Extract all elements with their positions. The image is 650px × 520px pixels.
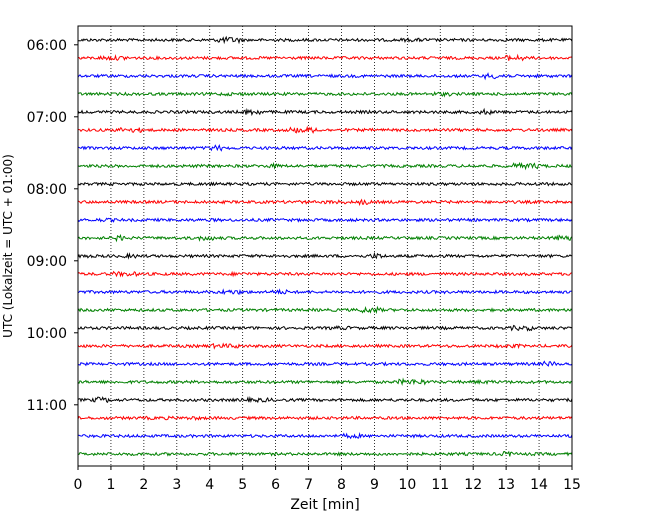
x-tick-label: 10 (398, 477, 416, 493)
x-tick-label: 7 (304, 477, 313, 493)
trace-0826 (77, 217, 573, 223)
y-axis-label: UTC (Lokalzeit = UTC + 01:00) (1, 154, 15, 338)
y-tick-label: 09:00 (27, 254, 67, 270)
trace-0856 (77, 251, 573, 260)
trace-0626 (77, 72, 573, 81)
trace-0941 (77, 305, 573, 315)
x-tick-label: 6 (271, 477, 280, 493)
trace-0726 (77, 144, 573, 152)
trace-1126 (77, 431, 573, 440)
x-tick-label: 14 (530, 477, 548, 493)
x-tick-label: 5 (238, 477, 247, 493)
x-tick-label: 12 (464, 477, 482, 493)
trace-0811 (77, 198, 573, 207)
trace-0756 (77, 181, 573, 187)
x-tick-label: 13 (497, 477, 515, 493)
y-tick-label: 07:00 (27, 110, 67, 126)
y-tick-label: 08:00 (27, 182, 67, 198)
seismogram-traces (77, 35, 573, 457)
trace-1141 (77, 450, 573, 457)
trace-0556 (77, 35, 573, 45)
x-tick-label: 11 (431, 477, 449, 493)
plot-frame (77, 25, 573, 467)
x-axis-label: Zeit [min] (290, 497, 359, 513)
trace-0841 (77, 233, 573, 243)
x-tick-label: 4 (205, 477, 214, 493)
trace-1111 (77, 415, 573, 422)
x-tick-label: 9 (370, 477, 379, 493)
x-tick-label: 3 (172, 477, 181, 493)
trace-1026 (77, 360, 573, 367)
y-axis-ticks: 06:00 07:00 08:00 09:00 10:00 11:00 (27, 38, 78, 414)
trace-1041 (77, 377, 573, 386)
x-tick-label: 1 (106, 477, 115, 493)
x-tick-label: 0 (74, 477, 83, 493)
x-tick-label: 2 (139, 477, 148, 493)
trace-0656 (77, 107, 573, 117)
trace-0611 (77, 53, 573, 62)
x-tick-label: 15 (563, 477, 581, 493)
x-axis-ticks: 0 1 2 3 4 5 6 7 8 9 10 11 12 13 14 15 (74, 466, 581, 493)
trace-0911 (77, 270, 572, 278)
trace-0956 (77, 324, 573, 332)
y-tick-label: 11:00 (27, 398, 67, 414)
trace-0711 (77, 125, 573, 134)
y-tick-label: 06:00 (27, 38, 67, 54)
trace-1011 (77, 342, 573, 350)
trace-0641 (77, 90, 573, 98)
grid-lines (110, 26, 540, 466)
trace-1056 (77, 395, 573, 404)
x-tick-label: 8 (337, 477, 346, 493)
trace-0741 (77, 161, 572, 171)
trace-0926 (77, 288, 573, 296)
y-tick-label: 10:00 (27, 326, 67, 342)
